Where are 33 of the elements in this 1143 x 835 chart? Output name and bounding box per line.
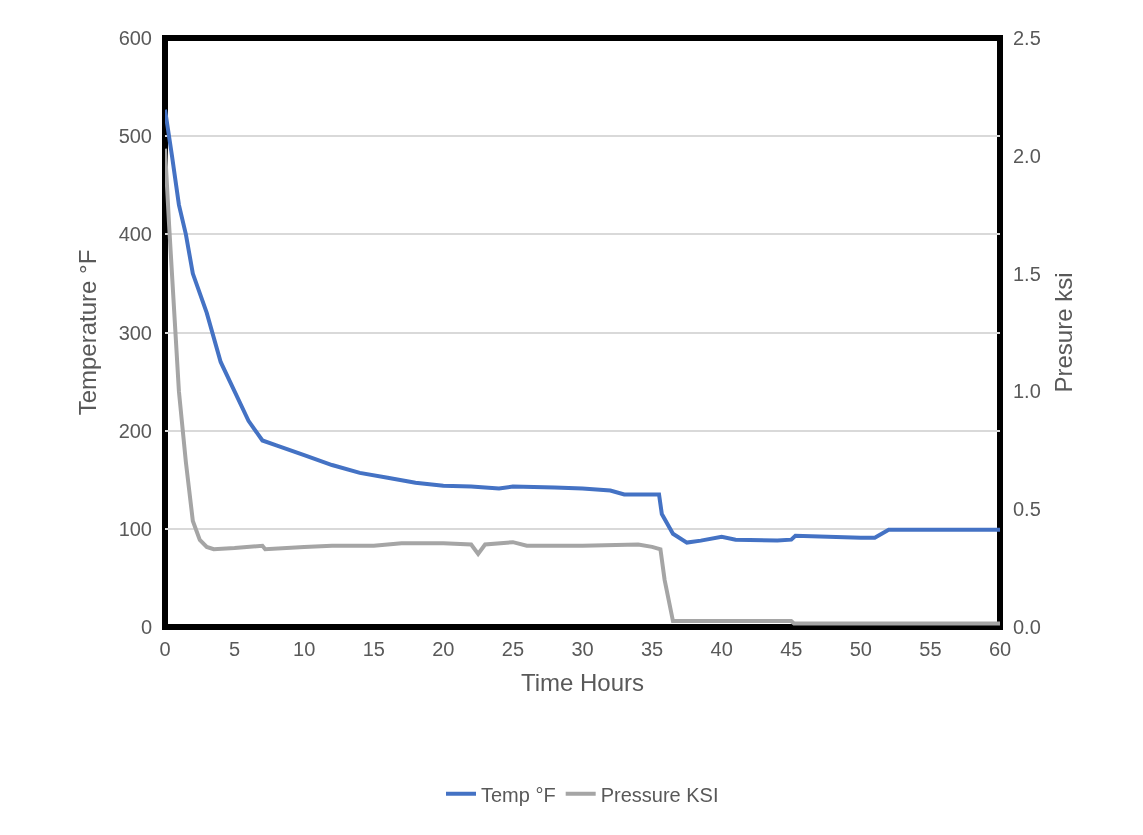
- line-series: [165, 107, 1000, 545]
- x-tick-label: 60: [988, 638, 1012, 660]
- y-axis-title: Temperature °F: [73, 249, 101, 416]
- x-tick-label: 0: [159, 638, 171, 660]
- x-tick-label: 45: [780, 638, 803, 660]
- y2-tick-label: 0.0: [1013, 616, 1041, 638]
- y-tick-label: 200: [118, 419, 152, 442]
- x-tick-label: 5: [229, 638, 241, 660]
- y2-tick-label: 2.0: [1013, 144, 1041, 167]
- y2-tick-label: 1.0: [1013, 380, 1041, 403]
- x-tick-label: 10: [293, 638, 316, 660]
- legend-label: Pressure KSI: [600, 783, 719, 806]
- y2-tick-label: 1.5: [1013, 262, 1041, 285]
- x-tick-label: 25: [501, 638, 525, 660]
- x-tick-label: 50: [849, 638, 872, 660]
- x-tick-label: 55: [919, 638, 942, 660]
- x-tick-label: 15: [362, 638, 385, 660]
- y-tick-label: 500: [118, 125, 152, 148]
- y2-tick-label: 0.5: [1013, 498, 1041, 521]
- x-tick-label: 30: [571, 638, 594, 660]
- x-tick-label: 20: [432, 638, 455, 660]
- y-tick-label: 0: [140, 616, 152, 638]
- y-tick-label: 600: [118, 27, 152, 49]
- x-tick-label: 40: [710, 638, 733, 660]
- x-tick-label: 35: [640, 638, 664, 660]
- legend-label: Temp °F: [481, 783, 556, 806]
- line-series: [165, 146, 1000, 626]
- y2-tick-label: 2.5: [1013, 27, 1041, 49]
- y-tick-label: 400: [118, 223, 152, 246]
- x-axis-title: Time Hours: [520, 669, 645, 697]
- y2-axis-title: Presure ksi: [1050, 272, 1078, 393]
- y-tick-label: 300: [118, 321, 152, 344]
- y-tick-label: 100: [118, 517, 152, 540]
